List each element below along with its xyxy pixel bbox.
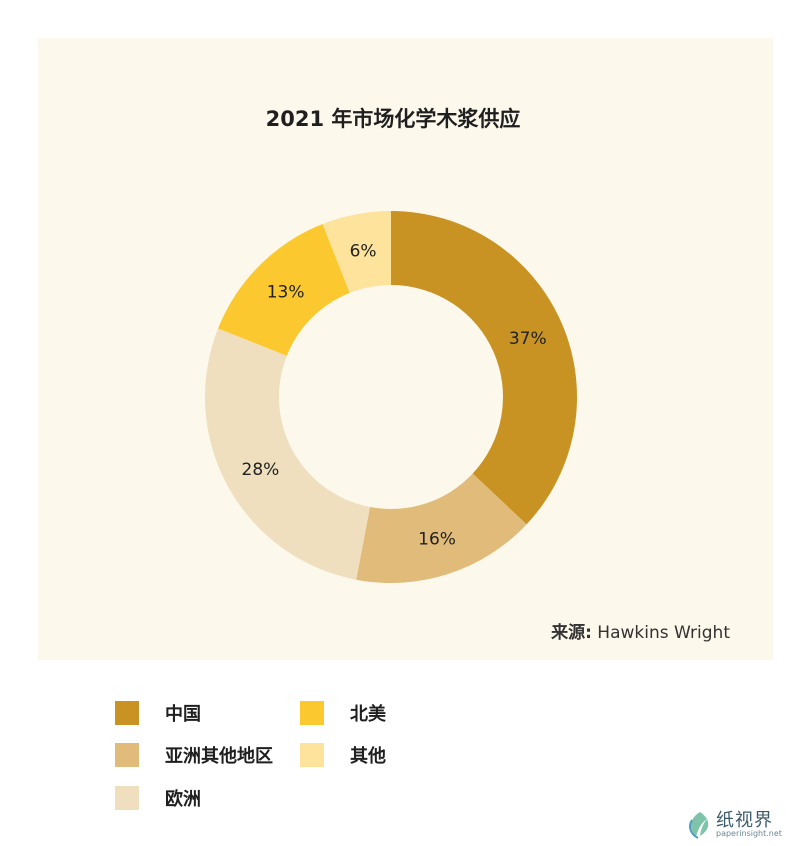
source-colon: : (585, 623, 592, 643)
donut-slice-1 (356, 473, 527, 583)
legend-label: 其他 (350, 746, 386, 767)
legend-label: 亚洲其他地区 (165, 746, 273, 767)
donut-slice-0 (391, 211, 577, 525)
legend-item: 欧洲 (115, 785, 201, 811)
legend-item: 其他 (300, 742, 386, 768)
legend-item: 中国 (115, 700, 201, 726)
legend-item: 亚洲其他地区 (115, 742, 273, 768)
legend-item: 北美 (300, 700, 386, 726)
slice-data-label: 37% (509, 329, 547, 349)
legend-label: 欧洲 (165, 789, 201, 810)
slice-data-label: 28% (242, 460, 280, 480)
legend-swatch (115, 701, 139, 725)
legend-swatch (300, 701, 324, 725)
slice-data-label: 13% (267, 283, 305, 303)
donut-slice-3 (218, 224, 350, 356)
donut-slice-2 (205, 328, 371, 580)
legend-swatch (300, 743, 324, 767)
leaf-logo-icon (689, 812, 709, 839)
slice-data-label: 6% (350, 242, 377, 262)
slice-data-label: 16% (418, 530, 456, 550)
donut-slice-4 (322, 211, 391, 293)
legend-label: 北美 (350, 704, 386, 725)
watermark-subtext: paperinsight.net (716, 829, 782, 838)
watermark-text: 纸视界 (716, 810, 773, 831)
legend-swatch (115, 786, 139, 810)
source-label: 来源 (551, 623, 586, 643)
legend-label: 中国 (165, 704, 201, 725)
source-note: 来源: Hawkins Wright (551, 618, 730, 643)
source-value: Hawkins Wright (597, 623, 730, 643)
watermark-logo: 纸视界 paperinsight.net (686, 806, 782, 842)
chart-title: 2021 年市场化学木浆供应 (265, 107, 521, 131)
legend-swatch (115, 743, 139, 767)
